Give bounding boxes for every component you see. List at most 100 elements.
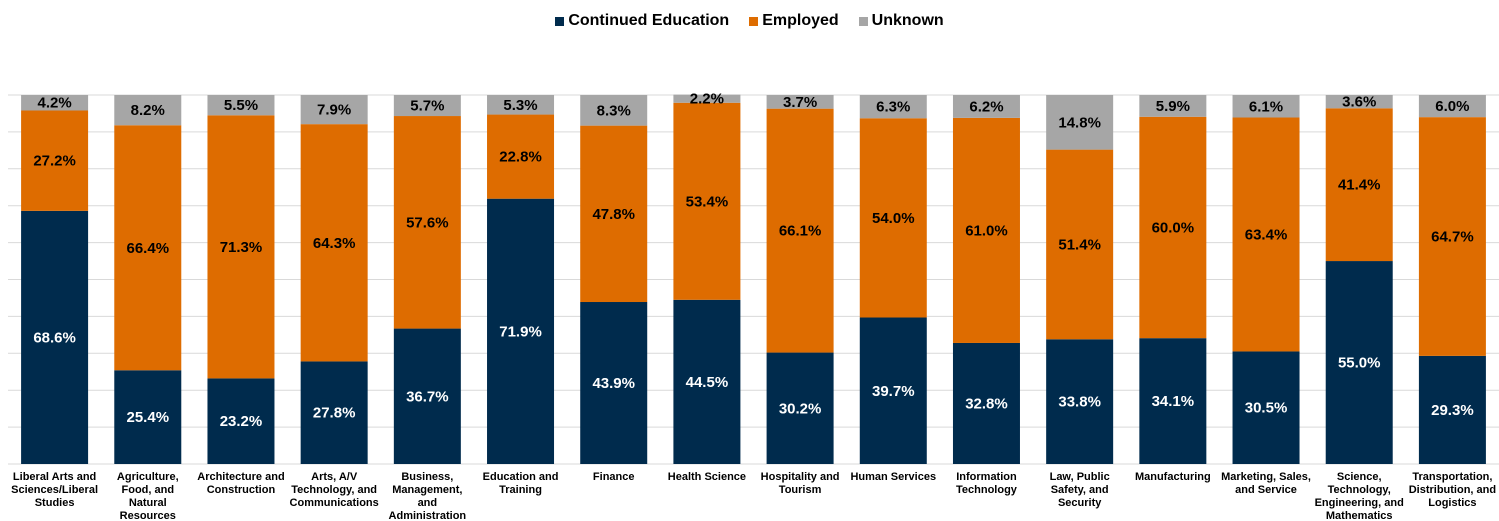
bar-segment-continued-education [1046, 339, 1114, 464]
data-label-continued-education: 36.7% [406, 388, 449, 405]
bar-segment-continued-education [393, 328, 461, 464]
bar-group-11: 32.8% 61.0% 6.2% [952, 95, 1020, 464]
category-label: Architecture and Construction [197, 471, 284, 496]
category-label: Health Science [668, 471, 746, 483]
bar-group-9: 30.2% 66.1% 3.7% [766, 94, 834, 464]
bar-segment-employed [300, 124, 368, 362]
bar-group-10: 39.7% 54.0% 6.3% [859, 95, 927, 464]
legend-swatch-unknown [858, 16, 868, 26]
legend-swatch-continued-education [555, 16, 565, 26]
bar-segment-continued-education [207, 378, 275, 464]
data-label-employed: 60.0% [1152, 219, 1195, 236]
bar-segment-unknown [952, 95, 1020, 118]
category-label: Marketing, Sales, and Service [1221, 471, 1311, 496]
data-label-continued-education: 55.0% [1338, 355, 1381, 372]
data-label-unknown: 6.0% [1435, 98, 1469, 115]
bar-segment-employed [1046, 149, 1114, 340]
category-label: Arts, A/V Technology, and Communications [290, 471, 379, 509]
data-label-unknown: 6.1% [1249, 98, 1283, 115]
bar-group-6: 71.9% 22.8% 5.3% [487, 95, 555, 464]
bar-group-13: 34.1% 60.0% 5.9% [1139, 95, 1207, 464]
bar-segment-unknown [1139, 95, 1207, 117]
legend-item-unknown: Unknown [858, 12, 944, 30]
bar-segment-continued-education [1418, 355, 1486, 464]
data-label-employed: 41.4% [1338, 177, 1381, 194]
bar-segment-employed [580, 125, 648, 303]
category-label: Business, Management, and Administration [389, 471, 467, 521]
data-label-unknown: 5.9% [1156, 98, 1190, 115]
bar-segment-unknown [393, 95, 461, 117]
bar-group-5: 36.7% 57.6% 5.7% [393, 95, 461, 464]
category-label: Information Technology [956, 471, 1018, 496]
bar-segment-continued-education [952, 342, 1020, 464]
data-label-continued-education: 30.5% [1245, 400, 1288, 417]
bar-segment-unknown [859, 95, 927, 119]
bar-segment-unknown [1418, 95, 1486, 118]
data-label-continued-education: 34.1% [1152, 393, 1195, 410]
data-label-unknown: 6.2% [969, 98, 1003, 115]
data-label-unknown: 8.2% [131, 102, 165, 119]
bar-group-12: 33.8% 51.4% 14.8% [1046, 95, 1114, 464]
data-label-unknown: 5.7% [410, 98, 444, 115]
data-label-employed: 66.1% [779, 223, 822, 240]
legend-item-employed: Employed [749, 12, 839, 30]
bar-segment-employed [859, 118, 927, 318]
bar-segment-employed [393, 116, 461, 329]
category-label: Agriculture, Food, and Natural Resources [117, 471, 179, 521]
bar-segment-continued-education [300, 361, 368, 464]
data-label-unknown: 7.9% [317, 102, 351, 119]
category-label: Science, Technology, Engineering, and Mathe… [1315, 471, 1404, 521]
bar-segment-continued-education [21, 210, 89, 464]
bar-segment-continued-education [673, 299, 741, 464]
data-label-unknown: 8.3% [597, 102, 631, 119]
legend-swatch-employed [749, 16, 759, 26]
bar-group-16: 29.3% 64.7% 6.0% [1418, 95, 1486, 464]
legend: Continued Education Employed Unknown [0, 12, 1499, 30]
bar-segment-continued-education [487, 198, 555, 464]
bar-segment-continued-education [1232, 351, 1300, 464]
legend-item-continued-education: Continued Education [555, 12, 729, 30]
data-label-continued-education: 30.2% [779, 400, 822, 417]
category-label: Human Services [850, 471, 936, 483]
data-label-continued-education: 71.9% [499, 323, 542, 340]
data-label-continued-education: 27.8% [313, 405, 356, 422]
bar-segment-continued-education [114, 370, 182, 464]
data-label-continued-education: 39.7% [872, 383, 915, 400]
data-label-continued-education: 33.8% [1058, 394, 1101, 411]
bar-segment-employed [766, 108, 834, 353]
data-label-continued-education: 32.8% [965, 395, 1008, 412]
category-label: Liberal Arts and Sciences/Liberal Studies [11, 471, 98, 509]
data-label-employed: 64.3% [313, 235, 356, 252]
category-label: Finance [593, 471, 635, 483]
bar-group-15: 55.0% 41.4% 3.6% [1325, 94, 1393, 464]
data-label-employed: 61.0% [965, 222, 1008, 239]
bar-segment-continued-education [580, 302, 648, 464]
bar-group-1: 68.6% 27.2% 4.2% [21, 95, 89, 464]
data-label-continued-education: 68.6% [33, 329, 76, 346]
bar-segment-unknown [207, 95, 275, 116]
bar-segment-unknown [1232, 95, 1300, 118]
bar-segment-unknown [580, 95, 648, 126]
category-label: Education and Training [483, 471, 559, 496]
bar-segment-unknown [766, 95, 834, 109]
legend-label-unknown: Unknown [871, 12, 944, 29]
data-label-employed: 22.8% [499, 149, 542, 166]
bar-segment-employed [487, 114, 555, 199]
data-label-unknown: 2.2% [690, 91, 724, 108]
bar-segment-employed [1232, 117, 1300, 352]
bar-segment-unknown [487, 95, 555, 115]
bar-segment-employed [1325, 108, 1393, 262]
bar-group-8: 44.5% 53.4% 2.2% [673, 91, 741, 464]
bar-segment-unknown [1046, 95, 1114, 150]
data-label-employed: 54.0% [872, 210, 915, 227]
data-label-employed: 66.4% [127, 240, 170, 257]
bar-segment-employed [21, 110, 89, 211]
category-label: Hospitality and Tourism [761, 471, 840, 496]
bar-segment-employed [673, 102, 741, 300]
bar-segment-employed [952, 117, 1020, 343]
data-label-employed: 57.6% [406, 214, 449, 231]
bar-segment-unknown [114, 95, 182, 126]
bar-segment-employed [207, 115, 275, 379]
data-label-unknown: 14.8% [1058, 114, 1101, 131]
